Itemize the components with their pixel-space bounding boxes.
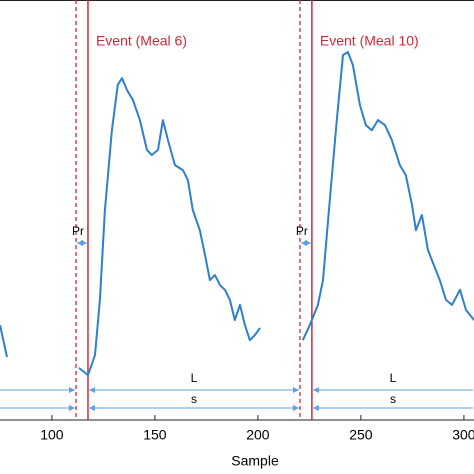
- pre-label: Pr: [72, 224, 84, 238]
- x-tick-label: 200: [246, 427, 270, 443]
- event-label: Event (Meal 6): [96, 33, 187, 49]
- pre-label: Pr: [296, 224, 308, 238]
- L-label: L: [191, 371, 198, 385]
- event-label: Event (Meal 10): [320, 33, 419, 49]
- s-label: s: [390, 392, 396, 406]
- x-axis-label: Sample: [231, 453, 279, 469]
- x-tick-label: 300: [452, 427, 474, 443]
- x-tick-label: 100: [40, 427, 64, 443]
- x-tick-label: 150: [143, 427, 167, 443]
- x-tick-label: 250: [349, 427, 373, 443]
- data-line: [0, 51, 474, 377]
- L-label: L: [390, 371, 397, 385]
- s-label: s: [191, 392, 197, 406]
